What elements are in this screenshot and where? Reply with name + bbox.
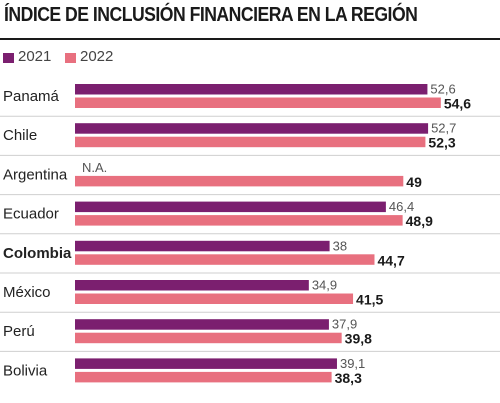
legend-label-2022: 2022 xyxy=(80,48,114,65)
bar-2022-ecuador xyxy=(75,215,403,226)
value-label-2021-argentina: N.A. xyxy=(82,160,107,175)
category-label-peru: Perú xyxy=(3,323,35,340)
bar-2022-bolivia xyxy=(75,371,332,383)
category-label-bolivia: Bolivia xyxy=(3,362,48,379)
bar-2021-mexico xyxy=(75,280,309,291)
category-label-panama: Panamá xyxy=(3,88,60,105)
bar-2022-mexico xyxy=(75,293,354,304)
title-rule xyxy=(0,38,500,40)
category-label-ecuador: Ecuador xyxy=(3,206,59,223)
category-label-mexico: México xyxy=(3,284,51,301)
bar-2022-peru xyxy=(75,332,342,344)
bar-2022-chile xyxy=(75,136,426,148)
bar-2021-colombia xyxy=(75,240,330,252)
bar-2021-ecuador xyxy=(75,201,386,213)
bar-2021-bolivia xyxy=(75,358,337,369)
legend-swatch-2021 xyxy=(3,53,14,63)
value-label-2021-panama: 52,6 xyxy=(430,82,455,97)
chart-title: ÍNDICE DE INCLUSIÓN FINANCIERA EN LA REG… xyxy=(4,3,418,26)
category-label-colombia: Colombia xyxy=(3,245,72,262)
value-label-2022-bolivia: 38,3 xyxy=(335,370,362,386)
bar-2021-peru xyxy=(75,319,329,330)
bar-2021-chile xyxy=(75,123,429,134)
bar-2022-colombia xyxy=(75,254,375,265)
legend-swatch-2022 xyxy=(65,53,76,63)
value-label-2022-colombia: 44,7 xyxy=(377,252,404,268)
category-label-argentina: Argentina xyxy=(3,166,68,183)
value-label-2021-peru: 37,9 xyxy=(332,317,357,332)
category-label-chile: Chile xyxy=(3,127,37,144)
value-label-2021-chile: 52,7 xyxy=(431,121,456,136)
bar-2022-panama xyxy=(75,97,441,108)
value-label-2022-ecuador: 48,9 xyxy=(406,213,433,229)
value-label-2021-colombia: 38 xyxy=(333,238,347,253)
value-label-2021-ecuador: 46,4 xyxy=(389,199,414,214)
value-label-2022-chile: 52,3 xyxy=(428,135,455,151)
value-label-2022-peru: 39,8 xyxy=(345,331,372,347)
bar-2022-argentina xyxy=(75,175,404,187)
bar-2021-panama xyxy=(75,84,428,95)
value-label-2022-mexico: 41,5 xyxy=(356,292,383,308)
legend-label-2021: 2021 xyxy=(18,48,52,65)
value-label-2021-mexico: 34,9 xyxy=(312,278,337,293)
value-label-2022-argentina: 49 xyxy=(406,174,422,190)
value-label-2022-panama: 54,6 xyxy=(444,96,471,112)
value-label-2021-bolivia: 39,1 xyxy=(340,356,365,371)
